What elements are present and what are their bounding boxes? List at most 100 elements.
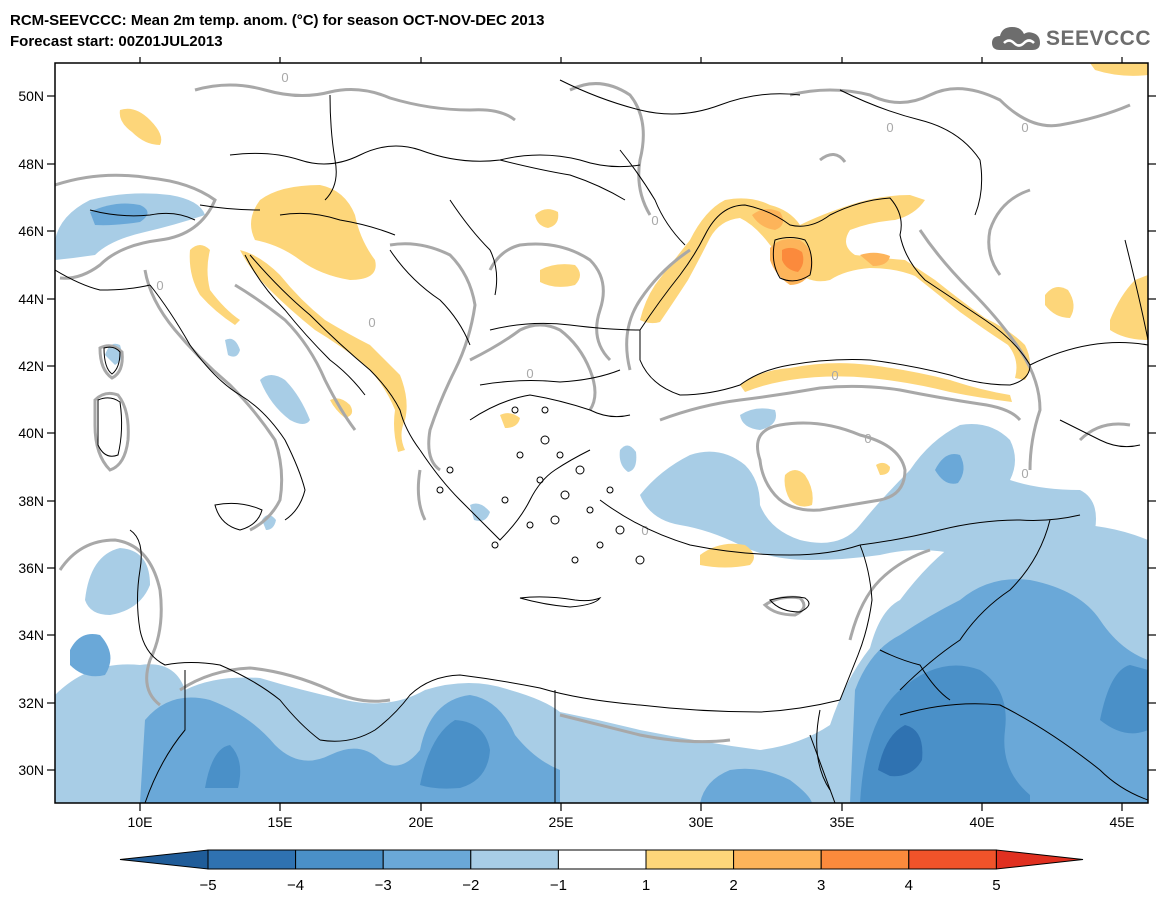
anomaly-plus1-turkey-north-coast <box>740 363 1012 402</box>
anomaly-minus3-algeria <box>205 745 241 788</box>
border-austria-hungary <box>279 212 396 236</box>
lon-tick-label: 45E <box>1110 814 1135 830</box>
logo-text: SEEVCCC <box>1045 27 1151 50</box>
contour-italy-east <box>234 283 357 431</box>
seevccc-logo: SEEVCCC <box>990 22 1151 56</box>
coastline-crete <box>519 596 602 608</box>
lat-tick-label: 30N <box>18 762 44 778</box>
coastline-crimea <box>772 237 813 282</box>
coastline-italy <box>149 284 306 521</box>
contour-levant <box>848 548 931 641</box>
border-moldova <box>619 149 686 246</box>
lon-tick-label: 20E <box>409 814 434 830</box>
anomaly-plus1-italy-west-coast <box>189 245 240 325</box>
lat-tick-label: 38N <box>18 493 44 509</box>
colorbar-tick-label: 3 <box>817 877 825 894</box>
anomaly-plus1-central-anatolia <box>784 470 813 507</box>
border-switzerland <box>89 209 196 221</box>
anomaly-minus2-egypt <box>700 768 812 803</box>
border-germany-poland <box>324 94 337 201</box>
colorbar-tick-label: −3 <box>375 877 392 894</box>
coastline-levant <box>839 544 873 701</box>
border-hungary-romania <box>449 199 498 296</box>
anomaly-minus1-aegean-east <box>619 445 637 472</box>
coastline-anatolia-south <box>599 499 861 556</box>
anomaly-plus1-romania <box>540 264 580 287</box>
coastline-aegean-north <box>469 394 631 421</box>
coastline-tunisia <box>129 529 142 631</box>
lat-tick-label: 46N <box>18 223 44 239</box>
anomaly-plus2-odessa <box>752 209 784 230</box>
lat-tick-label: 48N <box>18 156 44 172</box>
contour-serbia <box>469 323 597 411</box>
anomaly-plus1-germany-west <box>119 108 162 145</box>
anomaly-plus2-kerch <box>860 252 890 266</box>
colorbar-tick-label: 1 <box>642 877 650 894</box>
contour-north-africa <box>58 538 163 707</box>
anomaly-minus1-tunisia <box>85 548 150 615</box>
coastline-corsica <box>103 346 121 375</box>
contour-north-alps <box>55 173 217 280</box>
anomaly-minus1-anatolia <box>640 424 1096 560</box>
lat-tick-label: 42N <box>18 358 44 374</box>
anomaly-plus1-hungary-east <box>535 209 559 228</box>
anomaly-minus3-iraq-east <box>1100 665 1148 734</box>
anomaly-minus1-central-turkey <box>740 408 776 430</box>
colorbar-tick-label: 5 <box>992 877 1000 894</box>
positive-anomaly-fields <box>119 63 1148 568</box>
lon-tick-label: 35E <box>830 814 855 830</box>
anomaly-minus3-libya <box>420 720 490 789</box>
borders <box>55 79 1148 803</box>
anomaly-plus1-turkey-south-coast <box>700 543 754 568</box>
border-serbia <box>389 249 471 346</box>
colorbar-segment <box>470 849 559 870</box>
anomaly-minus1-alps <box>55 193 205 260</box>
lat-tick-label: 40N <box>18 425 44 441</box>
border-jordan <box>879 649 951 701</box>
contour-sardinia <box>93 391 130 472</box>
anomaly-minus2-east-turkey <box>935 454 964 484</box>
contour-greece-west <box>416 469 427 521</box>
coastline-sardinia <box>97 397 123 457</box>
colorbar-tick-label: 2 <box>729 877 737 894</box>
border-caspian <box>1124 239 1148 341</box>
contour-label: 0 <box>1021 120 1028 135</box>
border-belarus <box>559 79 801 115</box>
contour-black-sea-north <box>625 248 691 371</box>
anomaly-minus1-italy-east <box>225 338 240 357</box>
contour-balkans <box>389 242 477 472</box>
border-romania-ukraine <box>499 159 626 201</box>
lon-tick-label: 15E <box>268 814 293 830</box>
contour-label: 0 <box>641 523 648 538</box>
contour-libya <box>179 666 391 703</box>
colorbar-segment <box>733 849 822 870</box>
lat-tick-label: 44N <box>18 291 44 307</box>
colorbar-segment <box>908 849 997 870</box>
border-libya-algeria <box>144 670 186 803</box>
contour-germany <box>194 83 516 122</box>
border-bulgaria <box>489 322 641 331</box>
contour-ukraine <box>789 87 1131 128</box>
colorbar: −5 −4 −3 −2 −1 1 2 3 4 5 <box>119 849 1084 894</box>
border-caucasus <box>1029 342 1148 366</box>
lon-tick-label: 25E <box>549 814 574 830</box>
anomaly-plus1-black-sea-west <box>640 195 1030 380</box>
anomaly-plus1-caspian <box>1110 275 1148 340</box>
colorbar-segment <box>382 849 472 870</box>
coastline-italy-east <box>244 254 366 396</box>
contour-labels: 0 0 0 0 0 0 0 0 0 0 0 <box>156 70 1028 538</box>
colorbar-over-triangle <box>995 849 1084 870</box>
contour-corsica <box>98 344 124 380</box>
anomaly-plus1-hungary-croatia <box>251 185 376 280</box>
anomaly-plus1-north-east-corner <box>1090 63 1148 76</box>
contour-egypt <box>559 713 731 744</box>
coastline-greece <box>419 449 591 541</box>
anomaly-minus4-jordan <box>878 725 923 777</box>
border-alps <box>199 204 261 211</box>
coastline-france-south <box>55 269 151 291</box>
contour-anatolia-loop <box>756 421 907 512</box>
contour-label: 0 <box>156 278 163 293</box>
anomaly-minus2-algeria-west <box>70 634 111 677</box>
contour-label: 0 <box>1021 466 1028 481</box>
coastline-cyprus <box>769 596 810 613</box>
